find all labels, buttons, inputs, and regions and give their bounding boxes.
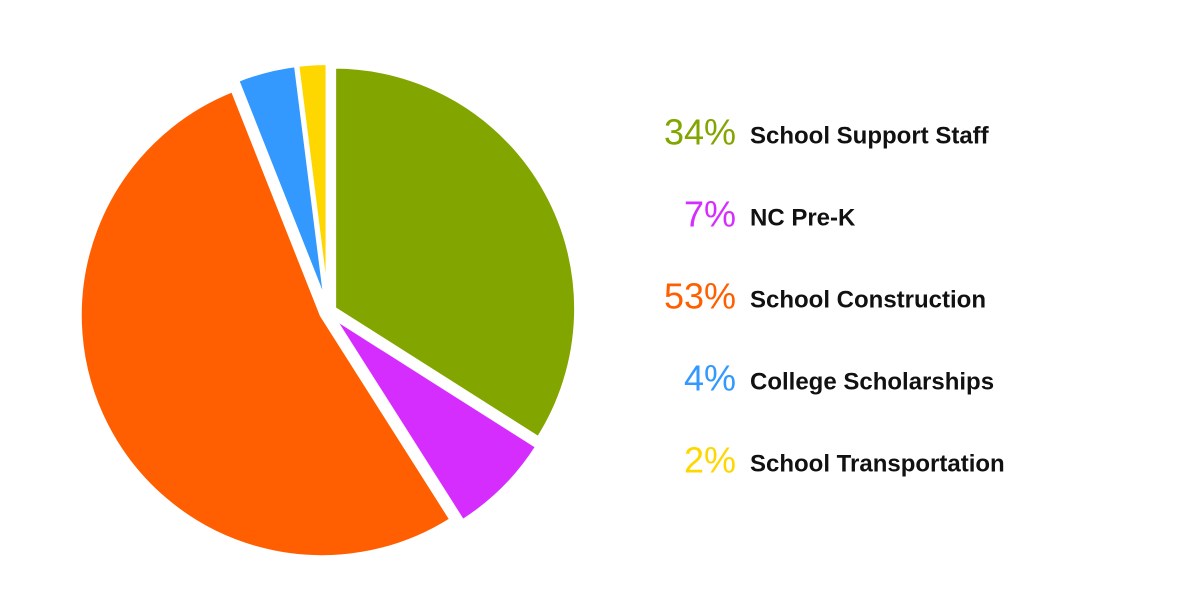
- legend-label: School Transportation: [750, 450, 1005, 477]
- pie-slice: [294, 61, 330, 306]
- legend-value: 4%: [684, 358, 736, 399]
- legend-value: 53%: [664, 276, 736, 317]
- legend-label: NC Pre-K: [750, 204, 856, 231]
- legend-value: 2%: [684, 440, 736, 481]
- legend-value: 7%: [684, 194, 736, 235]
- legend-label: College Scholarships: [750, 368, 994, 395]
- legend-label: School Support Staff: [750, 122, 990, 149]
- legend-value: 34%: [664, 112, 736, 153]
- pie-slice: [331, 315, 541, 525]
- pie-slice: [332, 64, 579, 442]
- legend-label: School Construction: [750, 286, 986, 313]
- pie-slice: [77, 87, 455, 560]
